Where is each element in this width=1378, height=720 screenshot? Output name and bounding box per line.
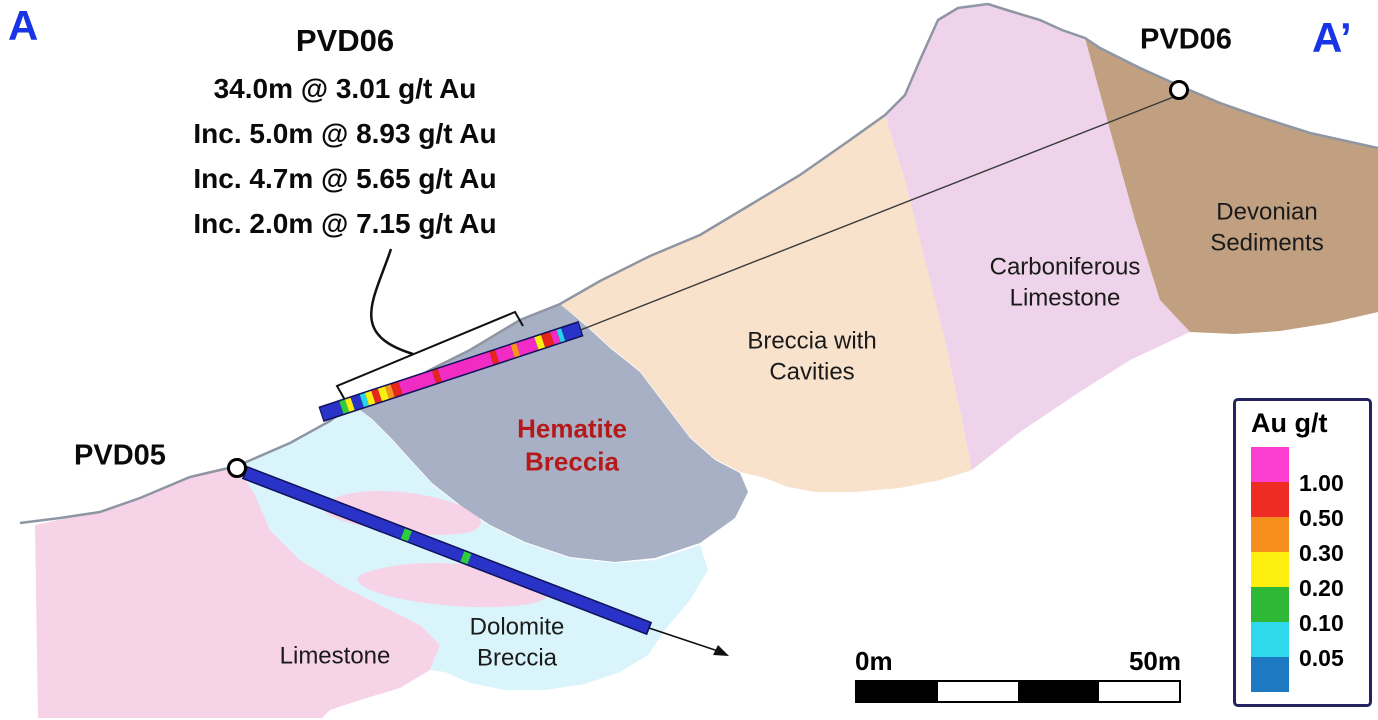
unit-dolomite-breccia-polygon	[237, 404, 708, 690]
pvd06-result-line: 34.0m @ 3.01 g/t Au	[213, 73, 477, 104]
pvd05-collar-circle	[227, 458, 247, 478]
pvd06-result-line: Inc. 4.7m @ 5.65 g/t Au	[193, 163, 497, 194]
legend-color-scale	[1251, 447, 1289, 692]
pvd05-eoh-line	[645, 626, 719, 652]
pvd06-collar-label: PVD06	[1140, 23, 1232, 56]
pvd05-drill-rod	[241, 465, 653, 636]
unit-label-limestone: Limestone	[279, 642, 391, 670]
pvd06-result-line: Inc. 2.0m @ 7.15 g/t Au	[193, 208, 497, 239]
results-leader-curve	[370, 248, 414, 356]
scale-bar-segment	[937, 682, 1018, 701]
scale-bar-segment	[1098, 682, 1179, 701]
legend-swatch-yellow	[1251, 552, 1289, 587]
pvd06-collar-circle	[1169, 80, 1189, 100]
legend-value-label: 0.10	[1299, 610, 1344, 636]
unit-label-devonian-sediments: Devonian Sediments	[1210, 198, 1324, 256]
unit-limestone-polygon	[35, 466, 440, 718]
scale-bar-graphic	[855, 680, 1181, 703]
scale-bar: 0m 50m	[855, 646, 1181, 703]
legend-swatch-orange	[1251, 517, 1289, 552]
topographic-surface-line	[19, 2, 1378, 525]
pvd06-results-title: PVD06	[295, 23, 395, 58]
section-marker-a-prime: A’	[1312, 14, 1352, 61]
section-marker-a: A	[8, 2, 39, 49]
scale-bar-segment	[1018, 682, 1099, 701]
scale-bar-max-label: 50m	[1128, 646, 1181, 676]
scale-bar-zero-label: 0m	[855, 646, 893, 676]
au-grade-legend: Au g/t 1.00 0.50 0.30 0.20 0.10 0.05	[1233, 398, 1372, 707]
legend-value-label: 1.00	[1299, 470, 1344, 496]
unit-label-dolomite-breccia: Dolomite Breccia	[469, 613, 565, 671]
unit-breccia-cavities-polygon	[560, 115, 972, 492]
legend-swatch-magenta	[1251, 447, 1289, 482]
pvd06-results-annotation: PVD06 34.0m @ 3.01 g/t Au Inc. 5.0m @ 8.…	[95, 16, 595, 246]
legend-title: Au g/t	[1251, 408, 1328, 438]
legend-value-label: 0.30	[1299, 540, 1344, 566]
unit-carboniferous-limestone-polygon	[885, 4, 1190, 470]
unit-label-breccia-with-cavities: Breccia with Cavities	[747, 327, 877, 385]
unit-label-carboniferous-limestone: Carboniferous Limestone	[989, 253, 1141, 311]
legend-swatch-cyan	[1251, 622, 1289, 657]
pvd06-drill-trace	[577, 95, 1177, 332]
legend-swatch-green	[1251, 587, 1289, 622]
legend-value-label: 0.05	[1299, 645, 1344, 671]
pvd05-eoh-arrowhead	[713, 645, 729, 656]
interval-bracket	[335, 310, 524, 401]
pvd06-drill-rod	[318, 321, 584, 422]
unit-label-hematite-breccia: Hematite Breccia	[517, 413, 627, 477]
legend-swatch-blue	[1251, 657, 1289, 692]
pvd05-collar-label: PVD05	[74, 439, 166, 472]
pvd06-result-line: Inc. 5.0m @ 8.93 g/t Au	[193, 118, 497, 149]
legend-value-label: 0.50	[1299, 505, 1344, 531]
unit-devonian-sediments-polygon	[1085, 38, 1378, 334]
scale-bar-segment	[857, 682, 938, 701]
legend-value-label: 0.20	[1299, 575, 1344, 601]
legend-swatch-red	[1251, 482, 1289, 517]
